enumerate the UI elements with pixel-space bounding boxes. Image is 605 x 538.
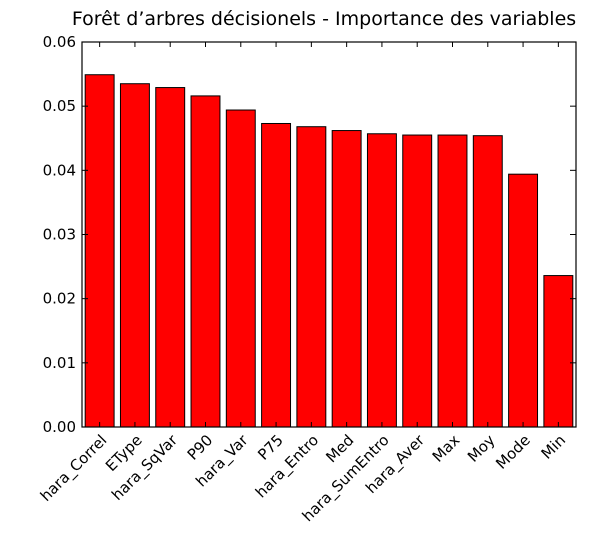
y-tick-label: 0.00 [43, 418, 76, 436]
bar-hara-aver [402, 134, 433, 428]
chart-title: Forêt d’arbres décisionels - Importance … [72, 8, 576, 30]
x-category-label: hara_Correl [37, 431, 112, 506]
bar-etype [119, 83, 150, 428]
y-tick-label: 0.03 [43, 226, 76, 244]
y-tick-label: 0.04 [43, 161, 76, 179]
y-tick-label: 0.02 [43, 290, 76, 308]
x-category-label: Mode [492, 431, 534, 473]
x-category-label: Max [429, 431, 464, 466]
bars-group [84, 74, 574, 428]
y-tick-label: 0.01 [43, 354, 76, 372]
bar-med [331, 130, 362, 428]
bar-hara-var [225, 109, 256, 428]
bar-max [437, 134, 468, 428]
bar-p90 [190, 95, 221, 428]
y-tick-label: 0.05 [43, 97, 76, 115]
bar-hara-entro [296, 126, 327, 428]
y-tick-label: 0.06 [43, 33, 76, 51]
bar-mode [508, 173, 539, 428]
bar-hara-correl [84, 74, 115, 428]
bar-hara-sqvar [155, 87, 186, 428]
bar-hara-sumentro [366, 133, 397, 428]
bar-min [543, 275, 574, 428]
bar-moy [472, 135, 503, 428]
bar-p75 [261, 122, 292, 428]
plot-frame [81, 41, 577, 428]
x-category-label: Min [538, 431, 570, 463]
